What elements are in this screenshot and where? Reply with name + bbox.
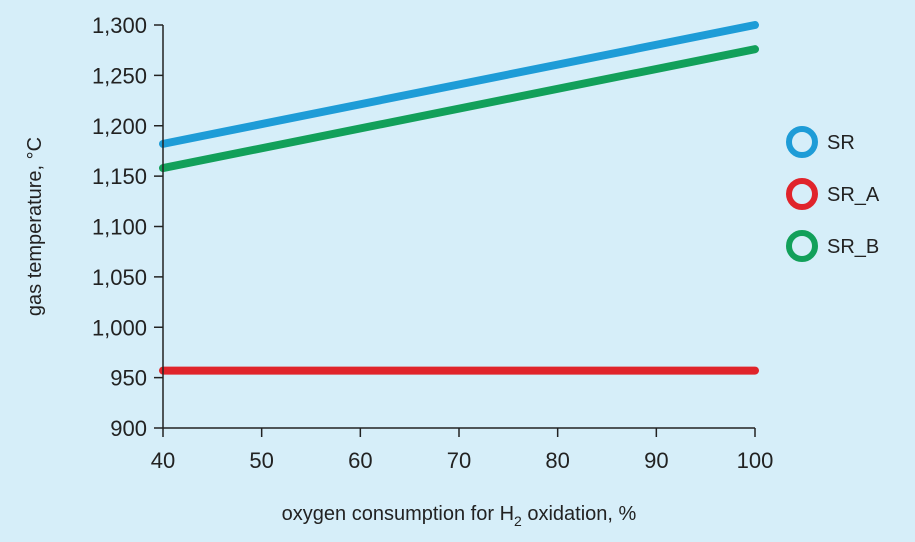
legend-marker-sr-a bbox=[786, 178, 818, 210]
legend-label-sr-a: SR_A bbox=[827, 184, 880, 206]
y-ticks: 900 950 1,000 1,050 1,100 1,150 1,200 1,250 1,30… bbox=[92, 13, 163, 441]
y-tick-label: 950 bbox=[110, 366, 147, 391]
legend-marker-sr-b bbox=[786, 230, 818, 262]
y-tick-label: 1,100 bbox=[92, 215, 147, 240]
y-tick-label: 1,150 bbox=[92, 164, 147, 189]
x-tick-label: 80 bbox=[545, 448, 569, 473]
x-tick-label: 40 bbox=[151, 448, 175, 473]
x-axis-label: oxygen consumption for H2 oxidation, % bbox=[282, 503, 637, 529]
x-axis-label-suffix: oxidation, % bbox=[522, 503, 637, 525]
plot-lines bbox=[159, 21, 759, 375]
y-tick-label: 1,000 bbox=[92, 315, 147, 340]
x-axis-label-main: oxygen consumption for H bbox=[282, 503, 514, 525]
series-line-sr bbox=[159, 21, 759, 148]
x-axis-label-subscript: 2 bbox=[514, 513, 522, 529]
legend-label-sr: SR bbox=[827, 132, 855, 154]
series-line-sr-b bbox=[159, 45, 759, 173]
legend: SR SR_A SR_B bbox=[786, 126, 880, 262]
x-tick-label: 50 bbox=[249, 448, 273, 473]
x-tick-label: 100 bbox=[737, 448, 774, 473]
legend-marker-sr bbox=[786, 126, 818, 158]
y-tick-label: 1,300 bbox=[92, 13, 147, 38]
y-tick-label: 1,050 bbox=[92, 265, 147, 290]
x-tick-label: 90 bbox=[644, 448, 668, 473]
y-axis-label: gas temperature, °C bbox=[24, 137, 46, 316]
y-tick-label: 1,250 bbox=[92, 63, 147, 88]
x-tick-label: 60 bbox=[348, 448, 372, 473]
legend-label-sr-b: SR_B bbox=[827, 236, 879, 258]
y-tick-label: 1,200 bbox=[92, 114, 147, 139]
y-tick-label: 900 bbox=[110, 416, 147, 441]
x-tick-label: 70 bbox=[447, 448, 471, 473]
x-ticks: 40 50 60 70 80 90 100 bbox=[151, 428, 774, 473]
